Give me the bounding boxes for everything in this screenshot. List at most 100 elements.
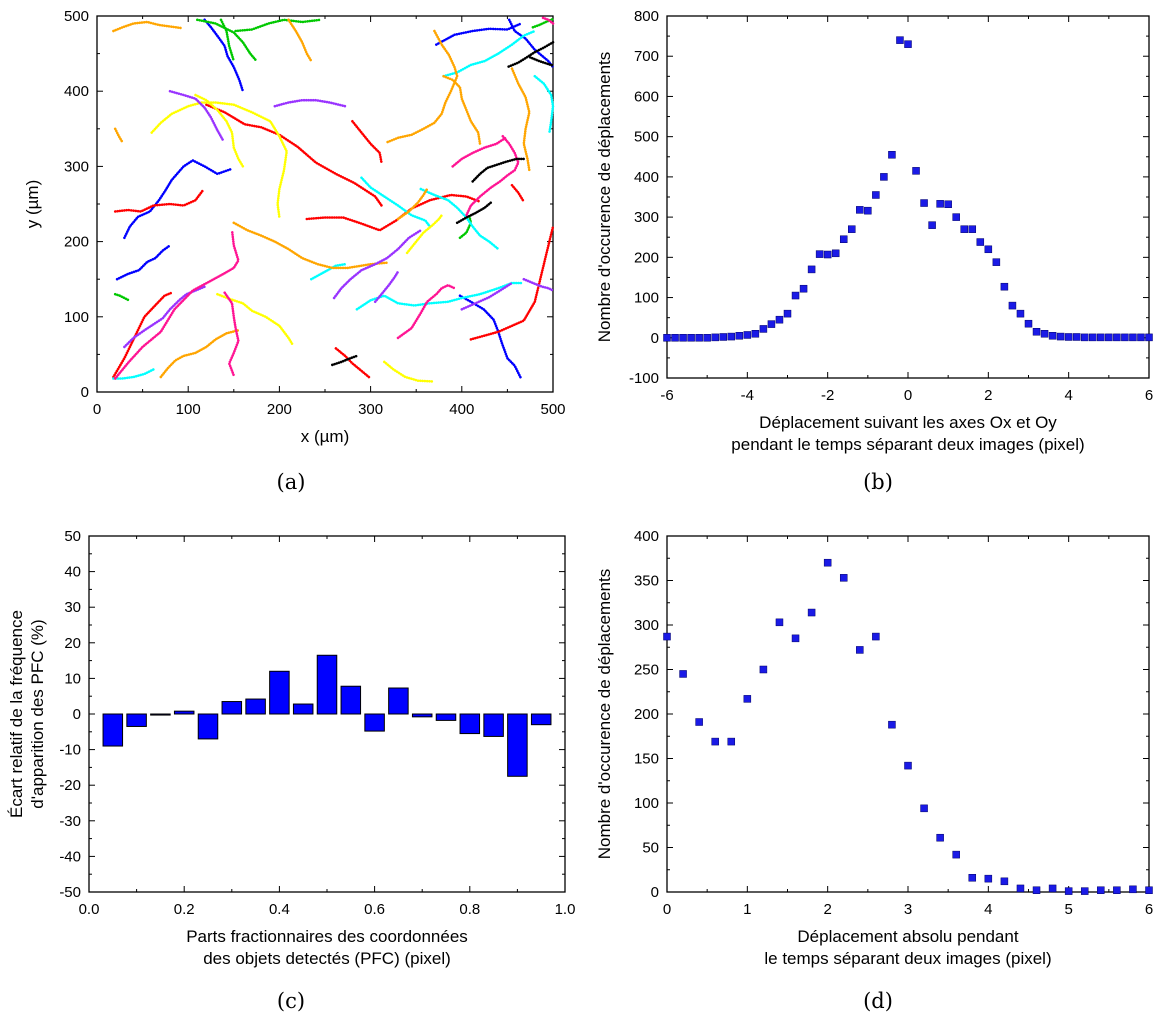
x-tick-label: 4 xyxy=(1064,387,1072,404)
x-tick-label: 0.8 xyxy=(459,901,480,918)
trajectory xyxy=(455,201,493,225)
x-tick-label: 1.0 xyxy=(555,901,576,918)
data-point xyxy=(727,332,736,341)
y-tick-label: -10 xyxy=(59,742,81,759)
trajectory xyxy=(309,262,347,281)
data-point xyxy=(856,646,864,654)
y-tick-label: -20 xyxy=(59,777,81,794)
data-point xyxy=(1024,319,1033,328)
x-tick-label: 3 xyxy=(904,901,912,918)
data-point xyxy=(695,718,703,726)
data-point xyxy=(1121,333,1129,342)
data-point xyxy=(783,309,792,318)
y-tick-label: 0 xyxy=(651,330,659,347)
y-tick-label: 350 xyxy=(634,573,659,590)
data-point xyxy=(872,191,880,199)
data-point xyxy=(679,334,687,342)
data-point xyxy=(920,199,928,207)
trajectory xyxy=(385,29,459,144)
data-point xyxy=(1040,330,1049,338)
plot-frame xyxy=(666,15,1150,379)
y-tick-label: 500 xyxy=(64,8,89,25)
data-point xyxy=(831,249,840,258)
y-tick-label: 50 xyxy=(64,528,81,545)
y-tick-label: -100 xyxy=(629,370,659,387)
trajectory xyxy=(113,189,205,213)
bar xyxy=(435,713,457,721)
panel-a-trajectories: 0 100 200 300 400 500 0 100 200 300 400 500 x (µm) y … xyxy=(23,8,566,446)
data-point xyxy=(1137,333,1145,342)
data-point xyxy=(1000,877,1009,886)
data-point xyxy=(944,200,952,208)
y-tick-label: 300 xyxy=(634,209,659,226)
x-tick-label: 200 xyxy=(267,401,292,418)
data-point xyxy=(743,695,752,703)
data-point xyxy=(839,235,848,243)
data-point xyxy=(735,332,744,340)
trajectory xyxy=(522,277,555,292)
data-point xyxy=(711,737,719,746)
trajectory xyxy=(112,291,174,379)
data-point xyxy=(968,225,977,233)
data-point xyxy=(695,334,703,342)
y-tick-label: 800 xyxy=(634,8,659,25)
panel-d-absolute-displacement-scatter: 0 1 2 3 4 5 6 0 50 100 150 200 250 300 350 400 Déplaceme… xyxy=(595,528,1153,968)
x-axis-label-line2: le temps séparant deux images (pixel) xyxy=(764,949,1051,968)
y-tick-label: -40 xyxy=(59,848,81,865)
data-point xyxy=(912,167,920,175)
data-point xyxy=(1008,301,1017,310)
trajectory xyxy=(510,183,526,203)
bar xyxy=(173,710,195,715)
y-tick-label: 100 xyxy=(634,290,659,307)
y-tick-label: 200 xyxy=(634,706,659,723)
trajectory xyxy=(196,18,258,63)
x-axis-label-line2: pendant le temps séparant deux images (p… xyxy=(731,435,1084,454)
x-tick-label: 300 xyxy=(358,401,383,418)
trajectory xyxy=(465,135,520,217)
y-tick-label: 10 xyxy=(64,670,81,687)
trajectory xyxy=(458,214,473,240)
x-tick-label: 100 xyxy=(176,401,201,418)
x-tick-label: 0.0 xyxy=(79,901,100,918)
x-tick-label: 2 xyxy=(823,901,831,918)
trajectory xyxy=(471,157,527,183)
y-axis-label: y (µm) xyxy=(23,180,42,229)
data-point xyxy=(1145,333,1153,342)
x-tick-label: 400 xyxy=(449,401,474,418)
bar xyxy=(269,670,290,715)
trajectory xyxy=(506,40,555,69)
bar xyxy=(411,713,433,718)
trajectory xyxy=(442,29,537,78)
data-point xyxy=(1105,333,1113,342)
trajectory xyxy=(234,18,322,33)
y-tick-label: 30 xyxy=(64,599,81,616)
data-point xyxy=(791,291,800,300)
trajectory xyxy=(219,18,236,63)
x-axis-label-line2: des objets detectés (PFC) (pixel) xyxy=(203,949,451,968)
data-point xyxy=(679,670,687,678)
trajectory xyxy=(355,281,523,311)
x-tick-label: 4 xyxy=(984,901,992,918)
y-tick-label: 40 xyxy=(64,564,81,581)
data-point xyxy=(799,284,808,293)
data-point xyxy=(960,225,968,233)
data-point xyxy=(984,245,993,254)
bar xyxy=(292,703,314,715)
data-point xyxy=(936,200,944,208)
data-point xyxy=(711,333,719,342)
trajectory xyxy=(113,292,131,302)
x-tick-label: 5 xyxy=(1064,901,1072,918)
data-point xyxy=(1129,885,1137,894)
data-point xyxy=(1016,884,1025,893)
data-point xyxy=(1032,327,1041,336)
data-point xyxy=(719,333,727,341)
data-point xyxy=(1113,886,1121,894)
trajectory xyxy=(159,328,240,379)
trajectory xyxy=(203,18,245,93)
bar xyxy=(102,713,124,747)
trajectory xyxy=(330,354,359,367)
data-point xyxy=(663,632,671,641)
x-tick-label: 0 xyxy=(904,387,912,404)
y-tick-label: 300 xyxy=(634,617,659,634)
data-point xyxy=(1113,333,1121,342)
